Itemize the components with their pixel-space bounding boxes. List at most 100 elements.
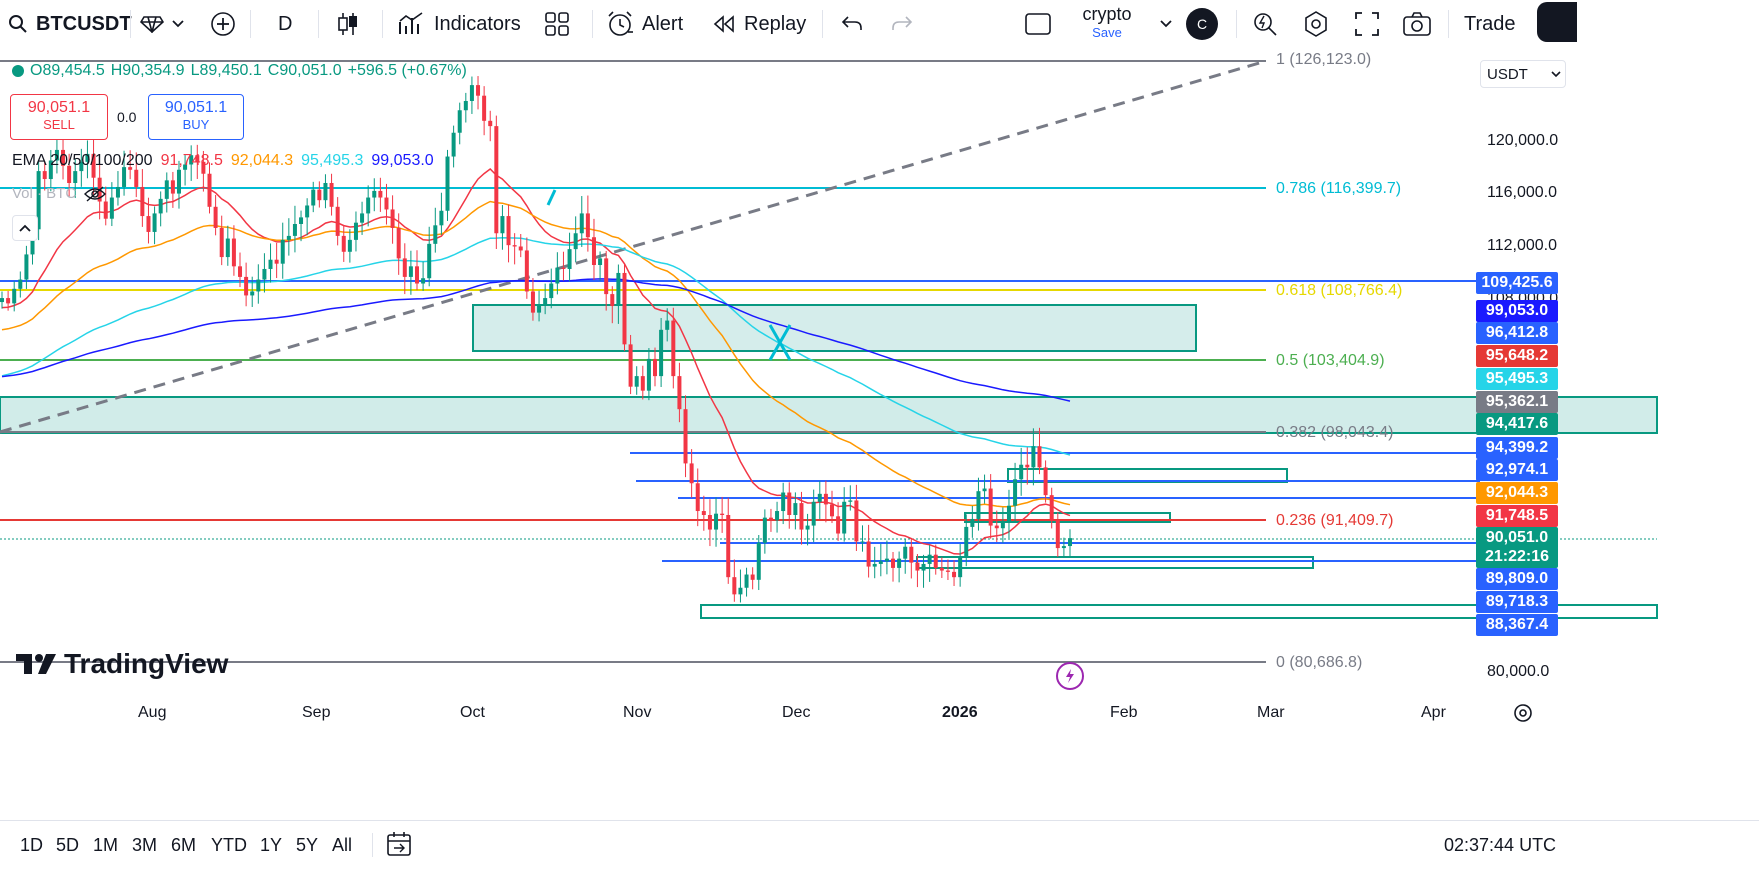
- indicators-label: Indicators: [434, 12, 521, 35]
- fib-label-0382: 0.382 (98,043.4): [1276, 424, 1394, 441]
- alert-button[interactable]: Alert: [606, 0, 683, 48]
- x-tick: Nov: [623, 704, 652, 721]
- volume-legend: Vol · BTC: [12, 185, 107, 202]
- symbol-search-button[interactable]: BTCUSDT: [8, 0, 132, 48]
- period-1m[interactable]: 1M: [93, 835, 119, 855]
- period-1d[interactable]: 1D: [20, 835, 44, 855]
- bottom-toolbar: 1D 5D 1M 3M 6M YTD 1Y 5Y All 02:37:44 UT…: [0, 820, 1759, 870]
- open-value: O89,454.5: [30, 62, 105, 79]
- price-label: 95,362.1: [1476, 391, 1558, 413]
- eye-crossed-icon[interactable]: [84, 185, 107, 202]
- currency-value: USDT: [1487, 65, 1528, 83]
- ema-legend[interactable]: EMA 20/50/100/200 91,748.5 92,044.3 95,4…: [12, 152, 434, 170]
- fib-label-1: 1 (126,123.0): [1276, 51, 1372, 68]
- templates-button[interactable]: [544, 0, 570, 48]
- sell-button[interactable]: 90,051.1 SELL: [10, 94, 108, 140]
- ohlc-legend: O89,454.5 H90,354.9 L89,450.1 C90,051.0 …: [12, 62, 467, 80]
- price-label: 88,367.4: [1476, 614, 1558, 636]
- price-label: 92,044.3: [1476, 482, 1558, 504]
- collapse-legend-button[interactable]: [12, 215, 38, 241]
- fullscreen-layout-button[interactable]: [1024, 0, 1052, 48]
- divider: [592, 10, 593, 38]
- top-toolbar: BTCUSDT D Indicators Alert Replay crypto: [0, 0, 1759, 48]
- go-to-date-button[interactable]: [386, 831, 412, 862]
- trade-label: Trade: [1464, 12, 1516, 35]
- x-tick: 2026: [942, 704, 978, 721]
- clock[interactable]: 02:37:44 UTC: [1444, 835, 1557, 855]
- chart-type-button[interactable]: [336, 0, 360, 48]
- y-tick: 80,000.0: [1487, 663, 1550, 680]
- x-tick: Dec: [782, 704, 811, 721]
- x-tick: Feb: [1110, 704, 1138, 721]
- divider: [822, 10, 823, 38]
- x-tick: Oct: [460, 704, 485, 721]
- gear-icon: [1512, 702, 1534, 724]
- settings-button[interactable]: [1302, 0, 1330, 48]
- currency-select[interactable]: USDT: [1480, 60, 1566, 88]
- buy-label: BUY: [182, 117, 210, 132]
- replay-button[interactable]: Replay: [712, 0, 806, 48]
- avatar[interactable]: C: [1186, 8, 1218, 40]
- axis-settings-button[interactable]: [1512, 702, 1534, 729]
- divider: [372, 833, 373, 857]
- change-value: +596.5 (+0.67%): [347, 62, 467, 79]
- layout-name-button[interactable]: crypto Save: [1076, 4, 1138, 40]
- square-icon: [1024, 12, 1052, 36]
- interval-button[interactable]: D: [278, 0, 292, 48]
- indicators-icon: [398, 12, 426, 36]
- market-status-icon: [12, 65, 24, 77]
- chevron-down-icon: [1160, 20, 1172, 28]
- period-5y[interactable]: 5Y: [296, 835, 319, 855]
- snapshot-button[interactable]: [1402, 0, 1432, 48]
- symbol-type-dropdown[interactable]: [140, 0, 184, 48]
- price-label: 95,648.2: [1476, 345, 1558, 367]
- indicators-button[interactable]: Indicators: [398, 0, 521, 48]
- chevron-down-icon: [1551, 70, 1561, 78]
- price-label: 95,495.3: [1476, 368, 1558, 390]
- x-tick: Mar: [1257, 704, 1285, 721]
- price-label: 94,399.2: [1476, 437, 1558, 459]
- add-symbol-button[interactable]: [210, 0, 236, 48]
- price-label: 89,718.3: [1476, 591, 1558, 613]
- sell-label: SELL: [43, 117, 75, 132]
- price-label: 89,809.0: [1476, 568, 1558, 590]
- fib-label-0618: 0.618 (108,766.4): [1276, 282, 1403, 299]
- event-marker[interactable]: [1056, 662, 1084, 690]
- undo-button[interactable]: [840, 0, 864, 48]
- buy-price: 90,051.1: [164, 99, 228, 116]
- grid-icon: [544, 11, 570, 37]
- trade-button[interactable]: Trade: [1464, 0, 1516, 48]
- period-all[interactable]: All: [332, 835, 353, 855]
- volume-label: Vol · BTC: [12, 185, 77, 202]
- tradingview-logo[interactable]: TradingView: [14, 648, 228, 680]
- quick-search-button[interactable]: [1252, 0, 1278, 48]
- price-label: 91,748.5: [1476, 505, 1558, 527]
- layout-menu-button[interactable]: [1160, 0, 1172, 48]
- rewind-icon: [712, 14, 736, 34]
- x-tick: Aug: [138, 704, 167, 721]
- price-label: 21:22:16: [1476, 546, 1558, 568]
- period-6m[interactable]: 6M: [171, 835, 197, 855]
- fib-label-0236: 0.236 (91,409.7): [1276, 512, 1394, 529]
- ema20-value: 91,748.5: [160, 152, 223, 169]
- period-ytd[interactable]: YTD: [211, 835, 247, 855]
- fullscreen-button[interactable]: [1354, 0, 1380, 48]
- period-5d[interactable]: 5D: [56, 835, 80, 855]
- replay-label: Replay: [744, 12, 807, 35]
- alert-label: Alert: [642, 12, 684, 35]
- divider: [130, 10, 131, 38]
- buy-button[interactable]: 90,051.1 BUY: [148, 94, 244, 140]
- price-label: 99,053.0: [1476, 300, 1558, 322]
- chevron-up-icon: [19, 224, 31, 232]
- price-label: 96,412.8: [1476, 322, 1558, 344]
- price-label: 92,974.1: [1476, 459, 1558, 481]
- period-1y[interactable]: 1Y: [260, 835, 283, 855]
- divider: [250, 10, 251, 38]
- period-3m[interactable]: 3M: [132, 835, 158, 855]
- close-value: C90,051.0: [267, 62, 342, 79]
- ema100-value: 95,495.3: [301, 152, 364, 169]
- publish-button[interactable]: [1537, 2, 1577, 42]
- redo-button[interactable]: [890, 0, 914, 48]
- fib-label-0786: 0.786 (116,399.7): [1276, 180, 1402, 197]
- ema50-value: 92,044.3: [230, 152, 294, 169]
